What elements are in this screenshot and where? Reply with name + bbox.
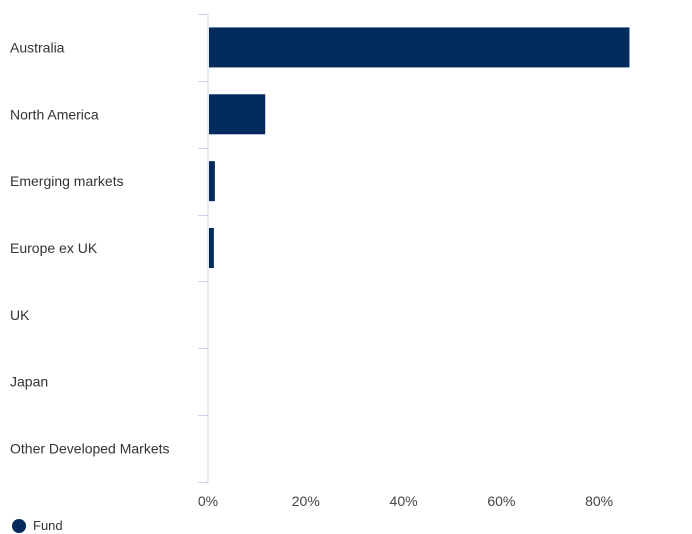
bar-emerging-markets[interactable] <box>209 161 215 202</box>
x-tick-label: 20% <box>292 493 320 509</box>
legend-label-fund: Fund <box>33 518 63 533</box>
x-tick-label: 60% <box>487 493 515 509</box>
category-label: Other Developed Markets <box>10 441 170 457</box>
category-label: Emerging markets <box>10 173 124 189</box>
category-label: UK <box>10 307 30 323</box>
bar-europe-ex-uk[interactable] <box>209 228 214 268</box>
category-label: Europe ex UK <box>10 240 98 256</box>
category-label: Japan <box>10 374 48 390</box>
x-tick-label: 80% <box>585 493 613 509</box>
category-label: Australia <box>10 39 65 55</box>
category-label: North America <box>10 106 99 122</box>
bar-north-america[interactable] <box>209 94 266 135</box>
legend[interactable]: Fund <box>12 518 63 533</box>
bar-australia[interactable] <box>209 27 630 68</box>
x-tick-label: 0% <box>198 493 218 509</box>
legend-swatch-fund <box>12 518 26 533</box>
x-tick-label: 40% <box>390 493 418 509</box>
